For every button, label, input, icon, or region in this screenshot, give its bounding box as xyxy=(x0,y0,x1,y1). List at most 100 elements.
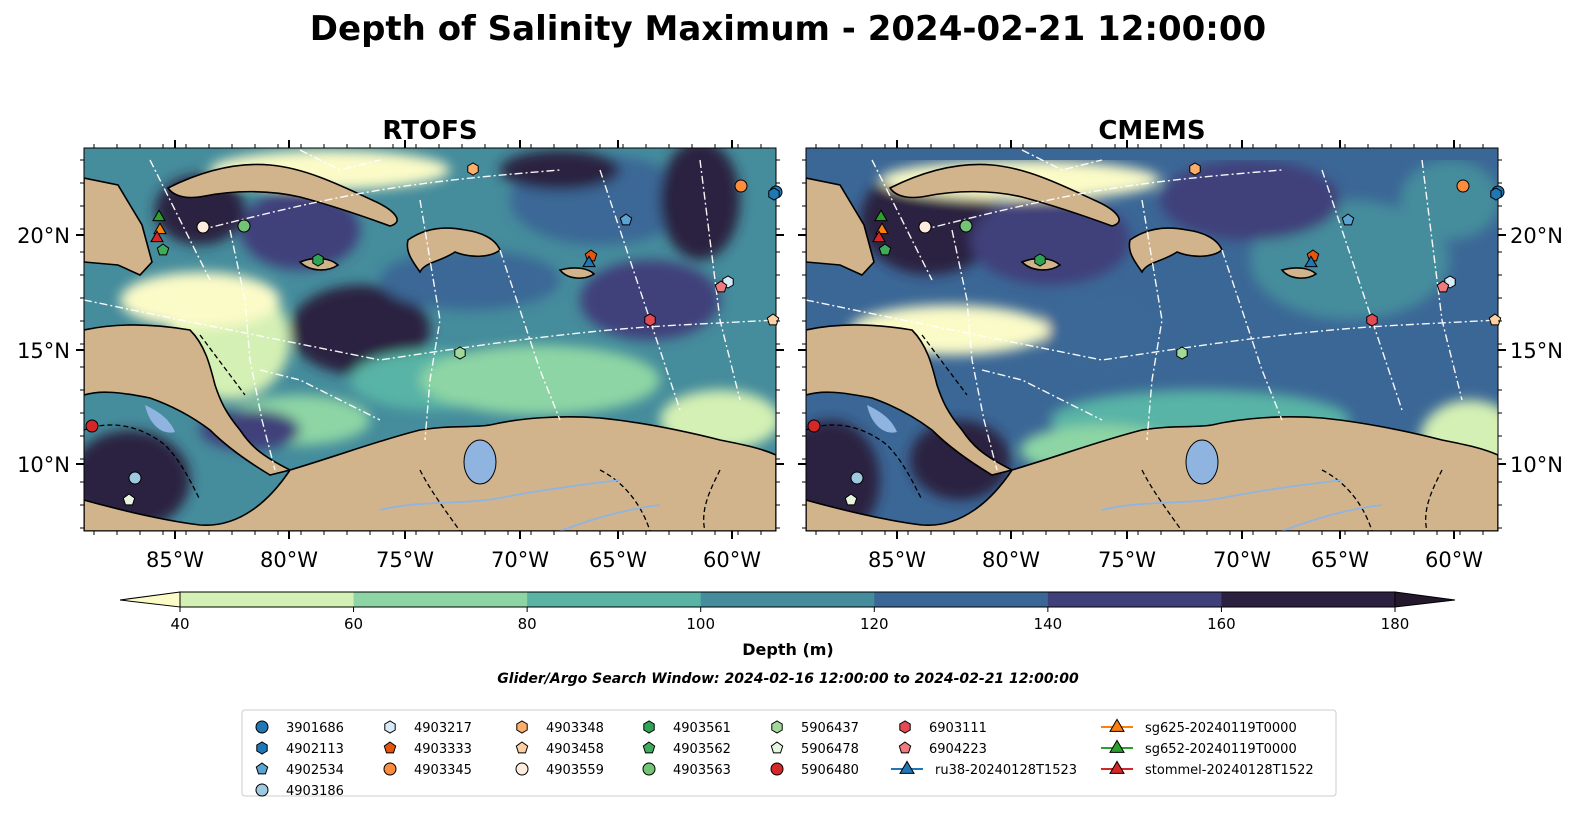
map-marker-4903345 xyxy=(734,179,748,193)
lat-label: 20°N xyxy=(17,224,70,248)
map-marker-4903561 xyxy=(312,253,324,267)
map-marker-4903348 xyxy=(1189,162,1201,176)
legend-label: 4903345 xyxy=(414,763,472,778)
map-marker-4903561 xyxy=(1034,253,1046,267)
legend-marker-icon xyxy=(384,720,396,734)
legend-label: 4903563 xyxy=(673,763,731,778)
lon-label: 70°W xyxy=(1213,548,1271,572)
legend-label: 6903111 xyxy=(929,721,987,736)
legend-label: 4902534 xyxy=(286,763,344,778)
colorbar-over-arrow xyxy=(1394,591,1456,608)
legend-label: 4903562 xyxy=(673,742,731,757)
colorbar-band xyxy=(1047,592,1222,607)
legend-marker-icon xyxy=(383,741,397,754)
legend-label: 4903561 xyxy=(673,721,731,736)
legend: 3901686 4902113 4902534 4903186 4903217 49033… xyxy=(241,709,1337,799)
search-window-text: Glider/Argo Search Window: 2024-02-16 12… xyxy=(497,671,1079,687)
colorbar-under-arrow xyxy=(119,591,181,608)
colorbar-band xyxy=(527,592,702,607)
legend-entry: stommel-20240128T1522 xyxy=(1101,760,1314,778)
colorbar: 40 60 80 100 120 140 160 180 Depth (m) xyxy=(119,591,1456,659)
colorbar-band xyxy=(700,592,875,607)
colorbar-tick-label: 40 xyxy=(170,615,189,633)
salinity-field-cmems xyxy=(806,148,1498,531)
legend-marker-icon xyxy=(771,720,783,734)
colorbar-tick-label: 140 xyxy=(1034,615,1063,633)
lat-label: 20°N xyxy=(1510,224,1563,248)
legend-label: 4903348 xyxy=(546,721,604,736)
map-marker-sg652-20240119T0000 xyxy=(152,209,166,222)
lat-label: 15°N xyxy=(17,339,70,363)
map-marker-4903348 xyxy=(467,162,479,176)
lon-label: 65°W xyxy=(1311,548,1369,572)
legend-marker-icon xyxy=(515,741,529,754)
map-marker-6903111 xyxy=(1366,313,1378,327)
colorbar-tick-label: 180 xyxy=(1381,615,1410,633)
legend-label: 6904223 xyxy=(929,742,987,757)
legend-marker-icon xyxy=(256,741,268,755)
map-marker-4902534 xyxy=(619,213,633,226)
lon-label: 85°W xyxy=(146,548,204,572)
legend-label: 4903458 xyxy=(546,742,604,757)
legend-label: 4903217 xyxy=(414,721,472,736)
legend-label: 4902113 xyxy=(286,742,344,757)
map-marker-6903111 xyxy=(644,313,656,327)
legend-label: 4903186 xyxy=(286,784,344,799)
legend-entry: 5906480 xyxy=(770,762,859,778)
colorbar-ticks: 40 60 80 100 120 140 160 180 xyxy=(170,607,1409,633)
legend-marker-icon xyxy=(899,760,915,774)
map-marker-5906480 xyxy=(807,419,821,433)
legend-label: 4903333 xyxy=(414,742,472,757)
map-marker-4903559 xyxy=(196,220,210,234)
colorbar-tick-label: 80 xyxy=(518,615,537,633)
map-marker-4903562 xyxy=(156,243,170,256)
lon-label: 80°W xyxy=(982,548,1040,572)
legend-entry: 4903345 xyxy=(383,762,472,778)
legend-marker-icon xyxy=(642,762,656,776)
map-marker-4902534 xyxy=(1341,213,1355,226)
legend-marker-icon xyxy=(770,762,784,776)
legend-marker-icon xyxy=(515,762,529,776)
lat-label: 10°N xyxy=(17,453,70,477)
lon-label: 75°W xyxy=(376,548,434,572)
legend-marker-icon xyxy=(770,741,784,754)
figure-title: Depth of Salinity Maximum - 2024-02-21 1… xyxy=(310,9,1266,49)
colorbar-band xyxy=(874,592,1049,607)
legend-entry: sg652-20240119T0000 xyxy=(1101,739,1297,757)
map-marker-5906437 xyxy=(1176,346,1188,360)
map-marker-6904223 xyxy=(714,280,728,293)
panel-title-rtofs: RTOFS xyxy=(382,116,477,146)
legend-entry: 5906437 xyxy=(771,720,859,736)
map-marker-4903562 xyxy=(878,243,892,256)
map-marker-4903563 xyxy=(959,219,973,233)
map-axis-ticks xyxy=(76,140,1506,539)
legend-entry: 5906478 xyxy=(770,741,859,757)
map-marker-sg652-20240119T0000 xyxy=(874,209,888,222)
map-marker-4903186 xyxy=(850,471,864,485)
colorbar-label: Depth (m) xyxy=(742,640,834,659)
legend-entry: 3901686 xyxy=(255,720,344,736)
legend-marker-icon xyxy=(516,720,528,734)
legend-entry: ru38-20240128T1523 xyxy=(891,760,1077,778)
legend-box xyxy=(241,709,1337,797)
legend-label: stommel-20240128T1522 xyxy=(1145,763,1314,778)
legend-entry: sg625-20240119T0000 xyxy=(1101,718,1297,736)
lon-labels-rtofs: 85°W 80°W 75°W 70°W 65°W 60°W xyxy=(146,548,761,572)
map-marker-ru38-20240128T1523 xyxy=(1304,255,1318,268)
lon-label: 65°W xyxy=(589,548,647,572)
legend-entry: 6903111 xyxy=(899,720,987,736)
legend-label: sg625-20240119T0000 xyxy=(1145,721,1297,736)
legend-marker-icon xyxy=(899,720,911,734)
legend-marker-icon xyxy=(1109,739,1125,753)
map-marker-ru38-20240128T1523 xyxy=(582,255,596,268)
map-marker-5906480 xyxy=(85,419,99,433)
legend-marker-icon xyxy=(898,741,912,754)
legend-entry: 4903559 xyxy=(515,762,604,778)
lon-label: 70°W xyxy=(491,548,549,572)
legend-entry: 4903561 xyxy=(643,720,731,736)
map-marker-5906478 xyxy=(122,493,136,506)
legend-marker-icon xyxy=(255,783,269,797)
colorbar-tick-label: 100 xyxy=(686,615,715,633)
lat-labels-left: 20°N 15°N 10°N xyxy=(17,224,70,477)
map-marker-4902113 xyxy=(768,187,780,201)
